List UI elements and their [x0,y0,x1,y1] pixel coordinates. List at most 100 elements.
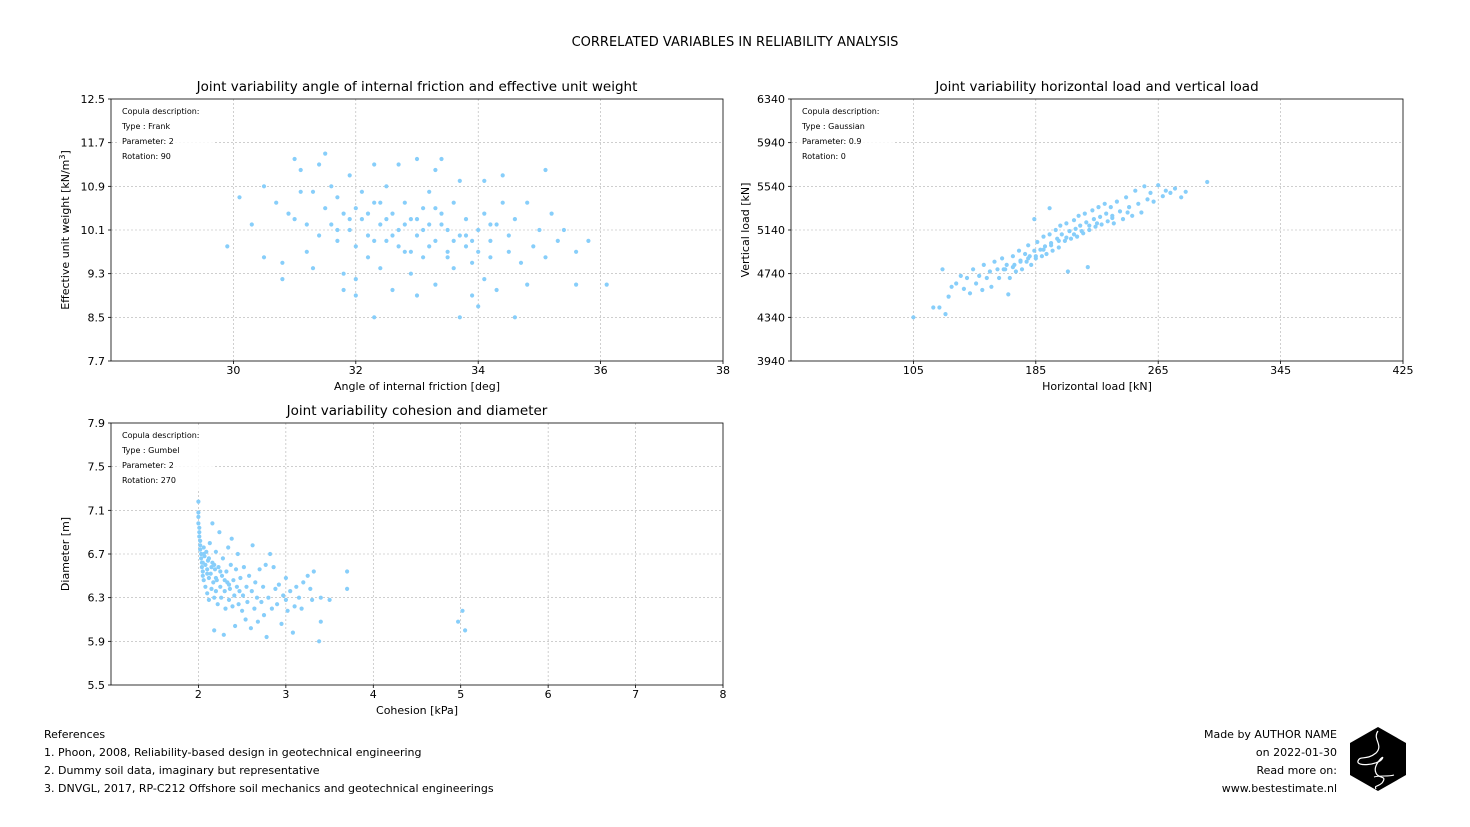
x-tick-label: 32 [349,364,363,377]
data-point [292,217,297,222]
data-point [946,294,951,299]
credits-date: on 2022-01-30 [1255,746,1337,759]
data-point [1160,194,1165,199]
data-point [1105,219,1110,224]
data-point [378,222,383,227]
data-point [243,617,248,622]
data-point [266,595,271,600]
data-point [269,606,274,611]
data-point [196,521,201,526]
data-point [365,255,371,260]
data-point [236,602,241,607]
data-point [384,217,389,222]
data-point [476,304,481,309]
data-point [1142,184,1147,189]
figure-suptitle: CORRELATED VARIABLES IN RELIABILITY ANAL… [572,35,899,50]
x-tick-label: 3 [282,688,289,701]
x-tick-label: 38 [716,364,730,377]
data-point [345,586,350,592]
y-tick-label: 6.7 [88,548,106,561]
data-point [457,233,462,238]
data-point [233,567,239,572]
copula-text: Copula description: [122,107,199,116]
data-point [276,582,281,587]
data-point [1087,227,1092,233]
data-point [961,286,967,291]
credits-url: www.bestestimate.nl [1221,782,1337,795]
data-point [247,573,252,578]
data-point [292,156,297,162]
chart-title: Joint variability angle of internal fric… [196,79,638,95]
data-point [1168,190,1173,195]
data-point [372,162,377,167]
data-point [290,630,295,635]
data-point [1096,205,1101,210]
x-tick-label: 36 [594,364,608,377]
data-point [512,315,518,320]
data-point [232,593,237,598]
data-point [457,315,462,320]
data-point [390,211,395,216]
data-point [353,293,358,298]
data-point [203,584,208,589]
data-point [244,584,249,589]
data-point [212,567,218,572]
data-point [977,273,982,278]
data-point [299,606,304,611]
data-point [525,200,530,205]
data-point [253,580,258,585]
data-point [240,608,245,613]
data-point [378,266,383,271]
x-tick-label: 425 [1393,364,1414,377]
data-point [1019,267,1025,272]
data-point [200,573,205,578]
data-point [209,586,214,592]
data-point [574,249,579,254]
y-tick-label: 10.1 [81,224,106,237]
data-point [506,249,511,254]
y-tick-label: 5540 [757,180,785,193]
y-tick-label: 7.7 [88,355,106,368]
data-point [1084,220,1089,225]
data-point [212,628,217,633]
y-tick-label: 10.9 [81,180,106,193]
data-point [254,595,260,600]
data-point [1104,211,1109,216]
data-point [1125,210,1130,215]
data-point [1013,269,1019,274]
data-point [257,567,262,572]
data-point [310,266,316,271]
data-point [227,586,232,592]
data-point [1018,259,1023,264]
data-point [396,227,401,233]
data-point [561,227,567,233]
x-axis-label: Angle of internal friction [deg] [334,380,500,393]
data-point [1067,229,1072,234]
data-point [327,597,332,603]
data-point [396,244,401,249]
data-point [218,569,223,574]
data-point [317,233,322,238]
data-point [263,562,268,568]
data-point [1026,256,1031,261]
data-point [1205,179,1210,185]
data-point [298,167,303,173]
data-point [206,597,211,603]
data-point [992,259,997,264]
data-point [196,514,201,520]
data-point [347,173,352,178]
data-point [353,277,358,282]
data-point [1111,221,1116,226]
data-point [1148,190,1153,195]
data-point [1087,223,1092,228]
data-point [1079,229,1084,234]
data-point [1033,254,1038,259]
data-point [298,189,303,194]
data-point [451,200,456,205]
data-point [365,211,371,216]
data-point [223,606,228,611]
y-tick-label: 3940 [757,355,785,368]
data-point [408,217,413,222]
data-point [488,255,493,260]
data-point [445,255,450,260]
